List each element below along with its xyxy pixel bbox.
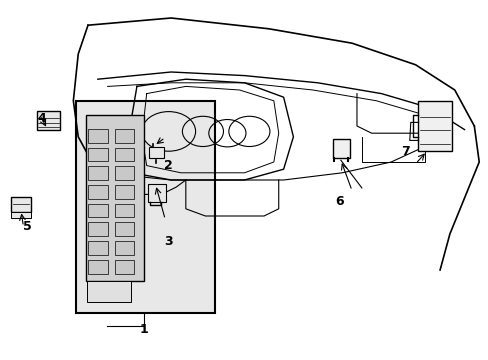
Text: 5: 5 [22,220,31,233]
Bar [88,148,107,161]
Bar [417,101,451,151]
Bar [332,139,349,158]
Text: 6: 6 [335,195,344,208]
Bar [88,204,107,217]
Text: 7: 7 [401,145,409,158]
Bar [115,222,134,236]
Text: 4: 4 [37,112,46,125]
Bar [115,241,134,255]
Bar [37,111,60,130]
Bar [115,166,134,180]
Text: 1: 1 [140,323,148,336]
Bar [115,148,134,161]
Bar [88,260,107,274]
Bar [85,115,144,281]
Bar [11,212,31,218]
Bar [76,101,215,313]
Bar [115,204,134,217]
Text: 3: 3 [164,235,173,248]
Bar [88,129,107,143]
Bar [149,147,163,158]
Bar [115,260,134,274]
Bar [147,184,166,202]
Bar [115,185,134,199]
Bar [88,166,107,180]
Bar [88,185,107,199]
Bar [88,222,107,236]
Bar [11,197,31,212]
Bar [87,281,131,302]
Bar [88,241,107,255]
Text: 2: 2 [164,159,173,172]
Bar [115,129,134,143]
